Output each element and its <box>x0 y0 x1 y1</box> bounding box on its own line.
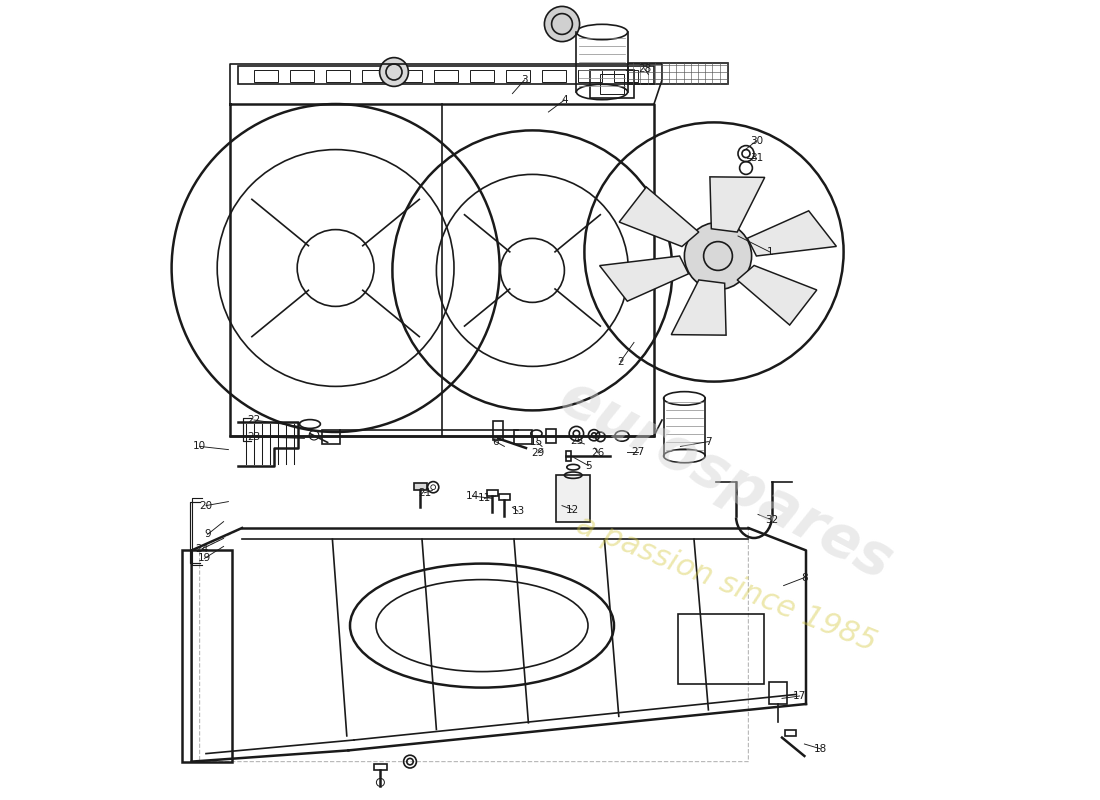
Polygon shape <box>710 177 764 232</box>
Bar <box>182 550 232 762</box>
Bar <box>566 451 571 461</box>
Text: 6: 6 <box>493 437 499 446</box>
Text: 30: 30 <box>750 136 763 146</box>
Bar <box>506 70 530 82</box>
Bar <box>238 66 654 84</box>
Polygon shape <box>600 256 689 301</box>
Circle shape <box>544 6 580 42</box>
Text: 5: 5 <box>585 461 592 470</box>
Text: 21: 21 <box>418 488 431 498</box>
Bar <box>362 70 386 82</box>
Polygon shape <box>619 187 698 246</box>
Bar <box>785 730 796 736</box>
Text: 13: 13 <box>512 506 525 516</box>
Circle shape <box>684 222 751 290</box>
Text: 9: 9 <box>205 530 211 539</box>
Bar <box>546 429 556 443</box>
Text: 4: 4 <box>561 95 568 105</box>
Bar <box>600 74 624 94</box>
Bar <box>374 764 387 770</box>
Text: 8: 8 <box>801 573 807 582</box>
Text: 3: 3 <box>521 75 528 85</box>
Text: 17: 17 <box>793 691 806 701</box>
Text: eurospares: eurospares <box>550 368 902 592</box>
Bar <box>542 70 566 82</box>
Text: 23: 23 <box>248 432 261 442</box>
Bar <box>326 70 350 82</box>
Text: 7: 7 <box>705 437 712 446</box>
Polygon shape <box>737 266 817 325</box>
Bar <box>254 70 278 82</box>
Bar <box>590 70 634 98</box>
Text: 12: 12 <box>565 505 579 514</box>
Bar <box>614 70 638 82</box>
Text: 15: 15 <box>530 437 543 446</box>
Bar <box>498 494 510 500</box>
Text: 2: 2 <box>617 357 624 366</box>
Text: 28: 28 <box>638 64 651 74</box>
Text: 26: 26 <box>592 448 605 458</box>
Bar <box>678 614 764 684</box>
Bar <box>769 682 786 704</box>
Text: 22: 22 <box>248 415 261 425</box>
Bar <box>290 70 314 82</box>
Text: 19: 19 <box>198 554 211 563</box>
Text: 32: 32 <box>764 515 778 525</box>
Bar <box>414 483 427 490</box>
Polygon shape <box>747 211 836 256</box>
Text: 29: 29 <box>531 448 544 458</box>
Text: 24: 24 <box>196 544 209 554</box>
Bar <box>487 490 498 496</box>
Bar <box>578 70 602 82</box>
Bar <box>398 70 422 82</box>
Bar <box>493 421 503 440</box>
Polygon shape <box>671 280 726 335</box>
Text: 31: 31 <box>750 153 763 162</box>
Text: 27: 27 <box>631 447 645 457</box>
Text: a passion since 1985: a passion since 1985 <box>572 510 880 658</box>
Text: 18: 18 <box>814 744 827 754</box>
Text: 11: 11 <box>477 494 491 503</box>
Text: 14: 14 <box>465 491 478 501</box>
Text: 10: 10 <box>192 442 206 451</box>
Bar <box>470 70 494 82</box>
Bar <box>628 63 728 84</box>
Bar <box>557 475 590 522</box>
Text: 25: 25 <box>570 436 583 446</box>
Text: 1: 1 <box>767 247 773 257</box>
Circle shape <box>379 58 408 86</box>
Bar <box>514 430 531 444</box>
Bar <box>322 430 340 444</box>
Bar <box>434 70 458 82</box>
Text: 20: 20 <box>199 501 212 510</box>
